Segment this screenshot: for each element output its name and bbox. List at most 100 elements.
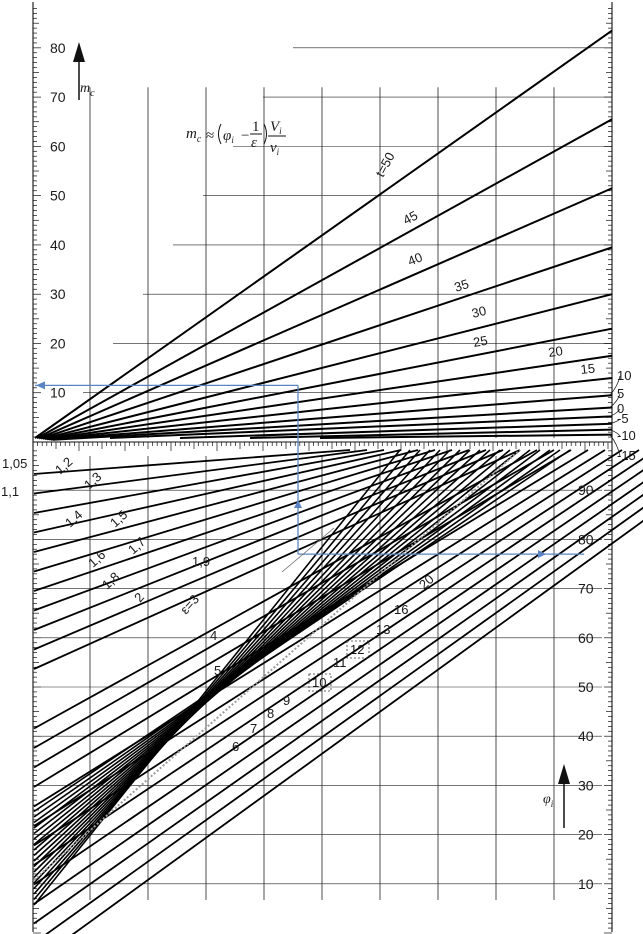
example-arrow [294,500,302,508]
lower-curve [33,457,643,866]
upper-tick-label: 60 [50,138,66,154]
upper-curve-label: 35 [452,276,470,295]
upper-curve-label: 45 [400,208,420,228]
upper-curve-label: 15 [580,361,596,377]
upper-curve-label: 40 [406,249,425,268]
upper-curve [42,293,613,440]
upper-curve [249,428,613,439]
lower-tick-label: 50 [578,679,594,695]
lower-curve-family: 1,051,11,21,31,4 1,51,61,71,81,92 ε=345678… [1,449,643,934]
upper-curve [44,327,613,440]
lower-curve-label: 1,3 [81,469,104,492]
boxed-label-frame [308,673,332,692]
lower-curve-label: 10 [312,675,326,690]
example-arrow [36,381,45,390]
right-curve-label: 5 [617,386,624,401]
upper-tick-label: 50 [50,188,66,204]
lower-curve [33,449,481,862]
lower-curve-label: 1,9 [192,554,210,569]
lower-curve [71,519,643,934]
lower-curve-label: 1,4 [62,507,85,530]
lower-curve [33,449,491,857]
tick-labels: 10 20 30 40 50 60 70 80 10 20 30 40 50 60 70 80 90 [50,40,594,892]
formula: mc ≈ φi − 1 ε Vi vi [186,119,286,157]
upper-axis-title: mc [80,81,95,99]
lower-curve [33,449,521,840]
right-curve-label: -10 [617,428,636,443]
lower-curve [33,449,555,749]
lower-curve [33,449,487,631]
lower-curve [33,449,431,890]
lower-curve [33,449,385,514]
svg-text:φi: φi [223,128,234,145]
lower-curve [33,449,401,906]
lower-curve [33,449,504,651]
lower-curve-label: 12 [350,642,364,657]
upper-curve [109,415,613,439]
upper-curve [40,246,613,440]
upper-tick-label: 30 [50,286,66,302]
lower-tick-label: 70 [578,581,594,597]
right-curve-label: 10 [617,368,631,383]
lower-tick-label: 20 [578,827,594,843]
upper-curve [46,354,613,441]
lower-curve [33,449,421,895]
upper-curve [48,376,613,441]
lower-curve-label: 5 [214,663,221,678]
lower-curve-label: 1,2 [52,454,75,477]
lower-curve-label: 6 [232,739,239,754]
lower-curve-label: 1,1 [1,484,19,499]
lower-tick-label: 80 [578,531,594,547]
upper-curve-label: 25 [472,333,489,350]
right-label-leader [609,429,621,437]
right-label-leader [609,418,621,425]
svg-text:ε: ε [251,135,257,151]
upper-tick-label: 40 [50,237,66,253]
lower-curve-label: 13 [376,622,390,637]
right-label-leader [609,434,621,457]
lower-curve [33,449,419,553]
example-arrow [538,550,546,559]
lower-curve-label: 1,05 [2,456,27,471]
lower-curve [33,449,501,851]
upper-curve [52,406,613,441]
upper-curve [34,29,613,439]
lower-curve [33,449,451,879]
svg-text:1: 1 [252,119,260,135]
upper-curve-label: t=50 [372,150,397,180]
lower-axis-arrow [558,764,570,828]
lower-curve [33,449,441,884]
lower-curve [33,449,471,868]
right-curve-label: -5 [617,411,629,426]
lower-curve [33,449,436,573]
right-label-leader [609,393,621,408]
upper-curve [319,433,613,439]
lower-curve [33,449,368,495]
lower-curve-label: 4 [210,628,217,643]
lower-curve [33,449,461,873]
lower-curve [45,506,643,934]
upper-curve-label: 20 [547,343,563,360]
upper-curve-label: 30 [470,303,488,321]
boxed-label-frame [346,640,370,659]
dashed-curve [33,449,521,881]
upper-curve [38,187,613,440]
right-label-leader [609,408,621,417]
lower-tick-label: 10 [578,876,594,892]
svg-text:vi: vi [270,140,280,157]
lower-curve-label: 20 [416,571,437,592]
svg-text:−: − [241,128,249,144]
example-guide [281,527,335,573]
lower-curve-label: 11 [333,655,347,670]
lower-tick-label: 30 [578,777,594,793]
lower-curve [33,449,402,534]
lower-curve-label: 8 [267,706,274,721]
upper-tick-label: 20 [50,335,66,351]
example-path [35,381,584,573]
lower-curve [33,493,643,925]
upper-axis-arrow [73,42,85,100]
svg-text:≈: ≈ [206,128,214,144]
right-label-leader [609,375,621,396]
lower-curve-label: 9 [283,693,290,708]
